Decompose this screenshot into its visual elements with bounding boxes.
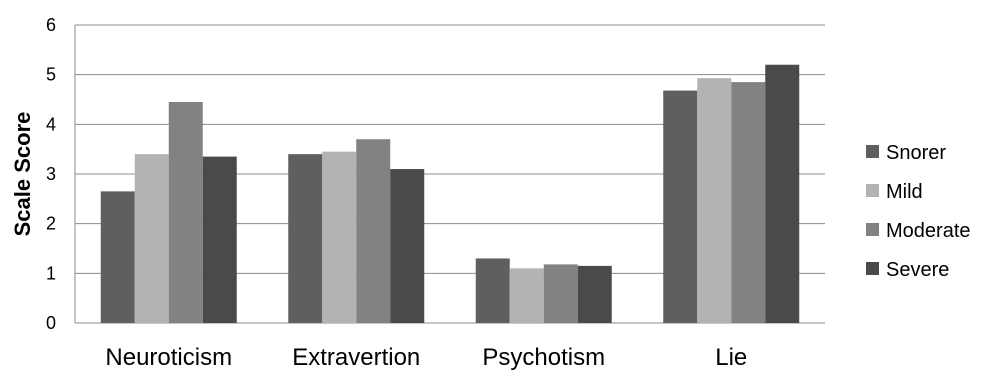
bar-severe-extravertion xyxy=(390,169,425,323)
x-category-label: Lie xyxy=(715,344,747,371)
y-tick-label: 3 xyxy=(46,164,56,184)
y-tick-label: 0 xyxy=(46,313,56,333)
y-tick-label: 1 xyxy=(46,263,56,283)
bar-severe-psychotism xyxy=(577,265,612,323)
legend-swatch-snorer xyxy=(866,145,879,158)
y-tick-label: 2 xyxy=(46,214,56,234)
bar-moderate-extravertion xyxy=(356,139,391,323)
bar-snorer-neuroticism xyxy=(100,191,135,323)
bar-mild-psychotism xyxy=(509,268,544,323)
x-category-label: Extravertion xyxy=(292,344,420,371)
bar-moderate-psychotism xyxy=(543,264,578,323)
x-category-label: Neuroticism xyxy=(105,344,232,371)
bar-moderate-lie xyxy=(731,82,766,323)
x-axis-category-labels: Neuroticism Extravertion Psychotism Lie xyxy=(105,344,747,371)
y-axis-label: Scale Score xyxy=(10,112,35,237)
legend: Snorer Mild Moderate Severe xyxy=(866,142,971,281)
legend-label-snorer: Snorer xyxy=(886,142,946,164)
y-tick-label: 6 xyxy=(46,15,56,35)
legend-label-moderate: Moderate xyxy=(886,220,971,242)
y-axis-tick-labels: 0 1 2 3 4 5 6 xyxy=(46,15,56,333)
legend-label-severe: Severe xyxy=(886,259,949,281)
bar-severe-neuroticism xyxy=(202,156,237,323)
bar-severe-lie xyxy=(765,64,800,323)
bars xyxy=(100,64,800,323)
bar-moderate-neuroticism xyxy=(168,101,203,323)
bar-mild-lie xyxy=(697,78,732,323)
x-category-label: Psychotism xyxy=(482,344,605,371)
legend-swatch-mild xyxy=(866,184,879,197)
y-tick-label: 5 xyxy=(46,65,56,85)
legend-swatch-severe xyxy=(866,262,879,275)
bar-snorer-extravertion xyxy=(288,154,323,323)
legend-label-mild: Mild xyxy=(886,181,923,203)
bar-mild-neuroticism xyxy=(134,154,169,323)
bar-snorer-lie xyxy=(663,90,698,323)
bar-snorer-psychotism xyxy=(475,258,510,323)
legend-swatch-moderate xyxy=(866,223,879,236)
bar-mild-extravertion xyxy=(322,151,357,323)
y-tick-label: 4 xyxy=(46,114,56,134)
